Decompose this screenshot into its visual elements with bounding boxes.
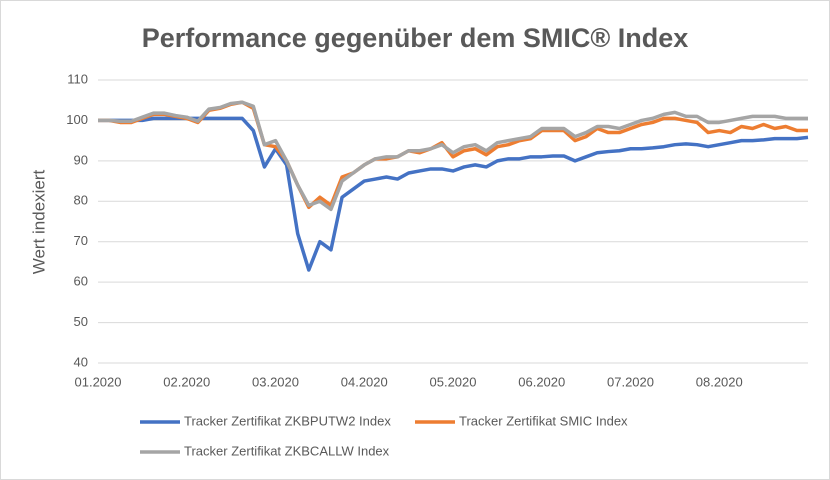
x-tick-label: 02.2020 [163,374,210,389]
chart-title: Performance gegenüber dem SMIC® Index [142,23,689,53]
y-tick-label: 50 [74,314,88,329]
x-tick-label: 07.2020 [607,374,654,389]
legend-label: Tracker Zertifikat ZKBPUTW2 Index [184,413,391,428]
legend-label: Tracker Zertifikat SMIC Index [459,413,628,428]
series-line [98,116,809,272]
y-tick-label: 80 [74,193,88,208]
legend-label: Tracker Zertifikat ZKBCALLW Index [184,443,390,458]
series-line [98,100,808,212]
x-tick-label: 03.2020 [252,374,299,389]
y-tick-label: 100 [66,112,88,127]
y-tick-label: 90 [74,152,88,167]
x-tick-label: 04.2020 [341,374,388,389]
x-tick-label: 08.2020 [696,374,743,389]
y-tick-label: 60 [74,274,88,289]
x-tick-label: 01.2020 [75,374,122,389]
y-tick-label: 110 [67,71,88,86]
y-tick-label: 70 [74,233,88,248]
x-tick-label: 05.2020 [430,374,477,389]
y-tick-label: 40 [74,354,88,369]
y-axis-label: Wert indexiert [29,169,48,274]
x-tick-label: 06.2020 [518,374,565,389]
